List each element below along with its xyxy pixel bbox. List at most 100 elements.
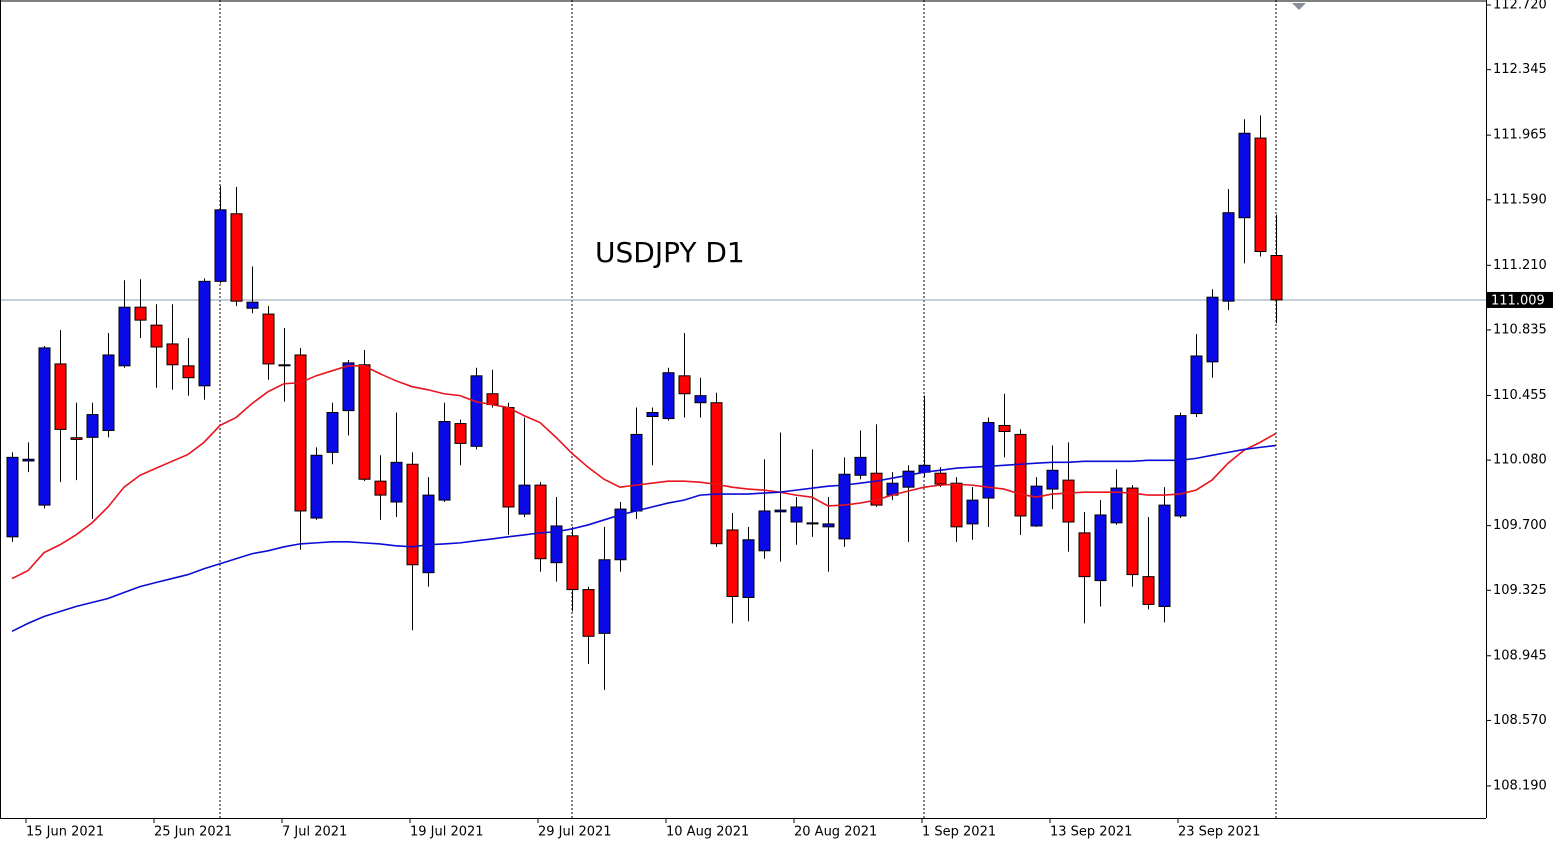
- candle-body: [86, 414, 99, 438]
- candle-body: [54, 363, 67, 430]
- candle-body: [742, 539, 755, 599]
- y-tick-label: 109.325: [1493, 583, 1547, 598]
- candle-body: [1222, 212, 1235, 302]
- candle-body: [1270, 254, 1283, 301]
- candle-body: [438, 420, 451, 501]
- candle-body: [390, 461, 403, 503]
- candle-body: [534, 484, 547, 560]
- candle-body: [790, 506, 803, 523]
- candle-body: [166, 343, 179, 366]
- candle-body: [726, 529, 739, 597]
- price-label-box: [1487, 291, 1553, 308]
- candle-body: [998, 424, 1011, 432]
- candle-body: [374, 480, 387, 496]
- y-tick-label: 112.345: [1493, 62, 1547, 77]
- candle-body: [22, 458, 35, 462]
- candle-body: [342, 362, 355, 412]
- y-tick-label: 111.965: [1493, 128, 1547, 143]
- candle-body: [422, 494, 435, 574]
- candle-body: [326, 412, 339, 453]
- candle-body: [1126, 487, 1139, 576]
- candle-body: [294, 354, 307, 512]
- x-tick-label: 19 Jul 2021: [410, 825, 484, 840]
- candle-body: [550, 525, 563, 564]
- candle-body: [118, 306, 131, 367]
- candle-body: [214, 209, 227, 282]
- y-tick-label: 110.835: [1493, 322, 1547, 337]
- shift-marker: [1292, 3, 1306, 10]
- moving-average: [11, 365, 1277, 580]
- candle-body: [1062, 479, 1075, 523]
- candle-body: [1014, 433, 1027, 517]
- y-tick-label: 109.700: [1493, 518, 1547, 533]
- candle-body: [454, 423, 467, 444]
- candle-body: [102, 354, 115, 431]
- candle-body: [182, 365, 195, 379]
- candle-body: [982, 422, 995, 499]
- moving-average: [11, 444, 1277, 633]
- candle-body: [1174, 415, 1187, 517]
- candle-body: [1046, 469, 1059, 490]
- candle-body: [518, 484, 531, 515]
- candle-body: [614, 508, 627, 561]
- candle-body: [278, 364, 291, 367]
- y-tick-label: 111.210: [1493, 258, 1547, 273]
- candle-body: [406, 463, 419, 566]
- candle-body: [38, 347, 51, 506]
- candle-body: [566, 535, 579, 591]
- plot-area: [0, 0, 1486, 818]
- candle-body: [934, 472, 947, 485]
- candle-body: [1254, 137, 1267, 253]
- x-tick-label: 29 Jul 2021: [538, 825, 612, 840]
- x-tick-label: 10 Aug 2021: [666, 825, 749, 840]
- candle-body: [1206, 296, 1219, 363]
- x-tick-label: 7 Jul 2021: [282, 825, 347, 840]
- candle-body: [678, 375, 691, 395]
- candle-body: [822, 523, 835, 528]
- candle-body: [854, 456, 867, 476]
- candle-body: [774, 509, 787, 513]
- candle-body: [470, 375, 483, 447]
- candle-body: [598, 559, 611, 634]
- candle-body: [502, 407, 515, 508]
- candle-body: [966, 499, 979, 525]
- candle-body: [662, 372, 675, 420]
- candle-body: [198, 280, 211, 387]
- y-tick-label: 110.455: [1493, 388, 1547, 403]
- y-tick-label: 112.720: [1493, 0, 1547, 12]
- candle-body: [630, 433, 643, 512]
- candle-body: [758, 510, 771, 552]
- candle-body: [710, 402, 723, 545]
- candle-body: [1078, 532, 1091, 578]
- candle-body: [150, 324, 163, 348]
- candle-body: [1142, 576, 1155, 605]
- candle-body: [902, 470, 915, 488]
- x-tick-label: 15 Jun 2021: [26, 825, 104, 840]
- candle-body: [870, 472, 883, 506]
- candle-body: [838, 473, 851, 540]
- candle-body: [1030, 485, 1043, 527]
- candle-body: [582, 589, 595, 637]
- price-label: 111.009: [1491, 293, 1545, 308]
- candle-body: [246, 301, 259, 309]
- candle-body: [1238, 132, 1251, 219]
- x-tick-label: 1 Sep 2021: [922, 825, 996, 840]
- y-tick-label: 111.590: [1493, 192, 1547, 207]
- candle-body: [358, 364, 371, 480]
- candle-body: [950, 482, 963, 528]
- x-tick-label: 13 Sep 2021: [1050, 825, 1132, 840]
- chart-title: USDJPY D1: [595, 236, 745, 269]
- x-tick-label: 25 Jun 2021: [154, 825, 232, 840]
- candle-body: [1094, 514, 1107, 582]
- candle-body: [6, 456, 19, 538]
- candle-body: [486, 393, 499, 406]
- candle-body: [1110, 487, 1123, 524]
- x-tick-label: 23 Sep 2021: [1178, 825, 1260, 840]
- candle-body: [1190, 355, 1203, 415]
- y-tick-label: 108.945: [1493, 648, 1547, 663]
- candle-body: [1158, 504, 1171, 607]
- y-tick-label: 110.080: [1493, 453, 1547, 468]
